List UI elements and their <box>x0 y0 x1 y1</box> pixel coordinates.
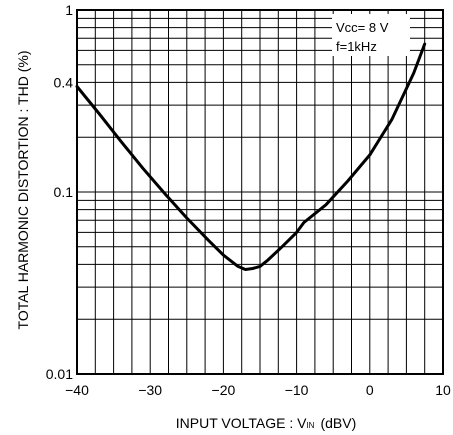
plot-frame <box>76 9 444 375</box>
grid <box>76 10 444 375</box>
x-tick-label: 10 <box>435 382 451 398</box>
x-axis-title: INPUT VOLTAGE : VIN (dBV) <box>176 415 357 431</box>
y-axis-title: TOTAL HARMONIC DISTORTION : THD (%) <box>15 51 31 330</box>
y-tick-labels: 1 0.4 0.1 0.01 <box>46 2 73 382</box>
y-tick-label: 0.1 <box>54 184 74 200</box>
x-tick-label: −20 <box>212 382 236 398</box>
x-tick-label: −30 <box>138 382 162 398</box>
x-tick-label: −10 <box>285 382 309 398</box>
series-line <box>75 42 427 271</box>
x-tick-labels: −40 −30 −20 −10 0 10 <box>65 382 451 398</box>
x-axis-title-unit: (dBV) <box>320 415 356 431</box>
y-tick-label: 0.01 <box>46 366 73 382</box>
x-axis-title-main: INPUT VOLTAGE : V <box>176 415 307 431</box>
annotation-box <box>332 14 410 56</box>
x-tick-label: −40 <box>65 382 89 398</box>
y-tick-label: 1 <box>65 2 73 18</box>
x-tick-label: 0 <box>366 382 374 398</box>
annotation-frequency: f=1kHz <box>336 39 377 54</box>
x-axis-title-subscript: IN <box>306 421 314 430</box>
y-tick-label: 0.4 <box>54 74 74 90</box>
annotation-vcc: Vcc= 8 V <box>336 20 389 35</box>
